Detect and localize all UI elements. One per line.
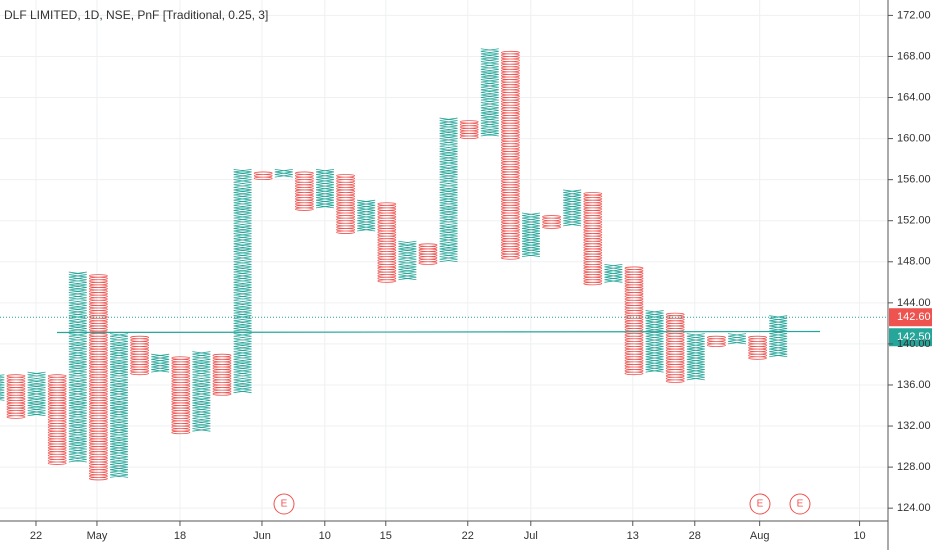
x-tick-label: Jul [524, 530, 538, 542]
o-column [295, 171, 314, 211]
y-tick-label: 124.00 [897, 502, 931, 514]
o-column [212, 353, 232, 396]
x-column [68, 271, 87, 463]
event-marker [789, 493, 811, 515]
x-column [151, 353, 170, 373]
x-column [274, 168, 293, 178]
x-column [398, 240, 417, 281]
event-marker [749, 493, 771, 515]
x-tick-label: May [87, 530, 108, 542]
o-column [377, 202, 397, 283]
event-label: E [797, 499, 804, 510]
grid [0, 0, 888, 521]
o-column [583, 192, 603, 286]
o-column [89, 274, 108, 481]
o-column [542, 215, 562, 229]
x-column [109, 333, 129, 478]
o-column [624, 266, 644, 376]
y-tick-label: 164.00 [897, 91, 931, 103]
x-column [604, 263, 623, 283]
x-tick-label: 22 [462, 530, 474, 542]
chart-title: DLF LIMITED, 1D, NSE, PnF [Traditional, … [4, 8, 268, 22]
x-column [439, 117, 458, 263]
x-tick-label: 28 [689, 530, 701, 542]
y-tick-label: 148.00 [897, 256, 931, 268]
x-column [0, 374, 5, 401]
y-tick-label: 160.00 [897, 132, 931, 144]
x-column [645, 310, 664, 373]
o-column [707, 335, 726, 347]
x-column [27, 371, 46, 417]
x-column [727, 333, 747, 345]
o-column [459, 120, 479, 139]
price-label-box [889, 328, 932, 347]
event-label: E [281, 499, 288, 510]
o-column [748, 335, 768, 360]
o-column [253, 171, 273, 181]
y-tick-label: 128.00 [897, 461, 931, 473]
y-tick-label: 144.00 [897, 297, 931, 309]
x-tick-label: 15 [380, 530, 392, 542]
x-tick-label: 10 [853, 530, 865, 542]
y-tick-label: 152.00 [897, 215, 931, 227]
overlay: 142.60 142.50 E E E [0, 308, 932, 515]
x-column [315, 168, 335, 209]
o-column [171, 356, 191, 435]
price-label-box [889, 308, 932, 327]
y-tick-label: 156.00 [897, 174, 931, 186]
y-tick-label: 168.00 [897, 50, 931, 62]
x-column [686, 333, 705, 381]
columns [0, 48, 788, 481]
x-tick-label: Aug [750, 530, 770, 542]
x-tick-label: Jun [253, 530, 271, 542]
o-column [336, 174, 356, 234]
x-column [563, 189, 582, 227]
price-label: 142.60 [897, 311, 931, 323]
y-tick-label: 136.00 [897, 379, 931, 391]
y-tick-label: 140.00 [897, 338, 931, 350]
x-column [521, 212, 541, 258]
y-tick-label: 132.00 [897, 420, 931, 432]
o-column [665, 312, 685, 383]
trend-line [56, 330, 821, 334]
x-tick-label: 18 [174, 530, 186, 542]
x-column [480, 48, 499, 137]
x-column [769, 315, 788, 358]
price-label: 142.50 [897, 331, 931, 343]
o-column [6, 374, 26, 419]
o-column [501, 50, 520, 260]
event-marker [273, 493, 295, 515]
x-column [357, 199, 376, 232]
y-tick-label: 172.00 [897, 9, 931, 21]
event-label: E [757, 499, 764, 510]
o-column [130, 335, 150, 376]
x-tick-label: 10 [319, 530, 331, 542]
x-tick-label: 22 [30, 530, 42, 542]
o-column [418, 243, 438, 265]
x-column [233, 168, 252, 394]
x-column [192, 351, 211, 432]
x-tick-label: 13 [627, 530, 639, 542]
o-column [47, 374, 67, 465]
